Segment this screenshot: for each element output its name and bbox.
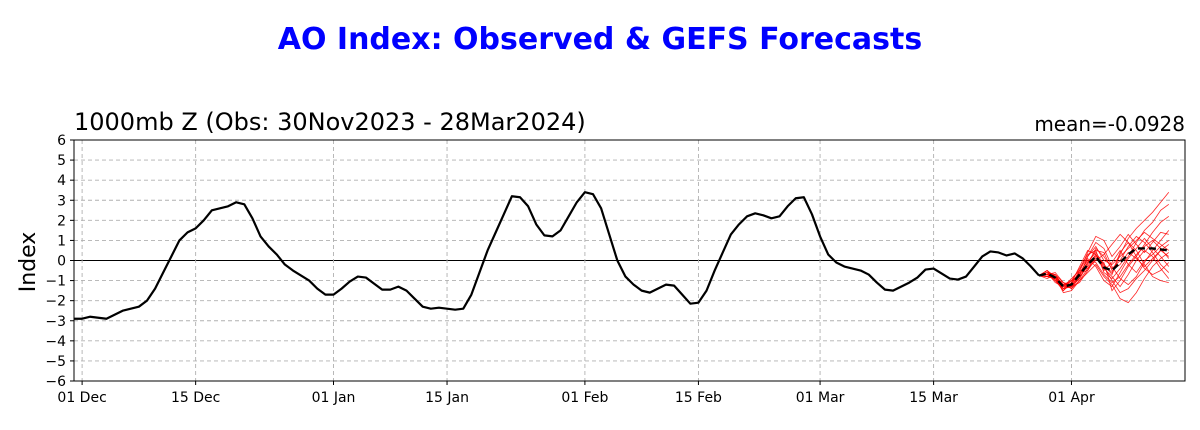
observed-line <box>74 191 1040 320</box>
y-axis-label: Index <box>16 232 41 293</box>
ensemble-mean-line <box>1038 247 1169 288</box>
y-tick-label: −1 <box>45 274 66 290</box>
observed-series <box>74 191 1040 320</box>
x-tick-label: 01 Apr <box>1048 390 1095 406</box>
plot-frame <box>73 139 1186 382</box>
y-tick-label: 2 <box>57 213 66 229</box>
y-tick-label: 0 <box>57 254 66 270</box>
y-tick-label: −3 <box>45 314 66 330</box>
y-tick-label: 3 <box>57 193 66 209</box>
y-tick-label: −2 <box>45 294 66 310</box>
x-tick-label: 15 Mar <box>909 390 958 406</box>
figure-title: AO Index: Observed & GEFS Forecasts <box>277 22 923 57</box>
y-tick-label: 5 <box>57 153 66 169</box>
y-tick-label: −5 <box>45 354 66 370</box>
x-tick-label: 15 Dec <box>171 390 220 406</box>
x-tick-label: 01 Feb <box>561 390 608 406</box>
y-tick-label: −6 <box>45 374 66 390</box>
x-tick-label: 01 Jan <box>312 390 356 406</box>
ensemble-mean-series <box>1038 247 1169 288</box>
mean-label: mean=-0.0928 <box>1034 112 1185 136</box>
y-tick-label: −4 <box>45 334 66 350</box>
x-tick-label: 15 Feb <box>675 390 722 406</box>
x-tick-label: 01 Mar <box>796 390 845 406</box>
y-tick-label: 1 <box>57 233 66 249</box>
axes: −6 −5 −4 −3 −2 −1 0 1 2 3 4 5 6 01 Dec 15 Dec 01 Jan 15 … <box>45 133 1186 406</box>
y-tick-label: 6 <box>57 133 66 149</box>
x-tick-label: 15 Jan <box>425 390 469 406</box>
grid-lines <box>74 139 1185 382</box>
y-tick-label: 4 <box>57 173 66 189</box>
x-tick-label: 01 Dec <box>57 390 106 406</box>
ensemble-member-line <box>1038 235 1170 286</box>
ensemble-member-line <box>1038 231 1170 290</box>
chart-subtitle: 1000mb Z (Obs: 30Nov2023 - 28Mar2024) <box>74 108 586 136</box>
